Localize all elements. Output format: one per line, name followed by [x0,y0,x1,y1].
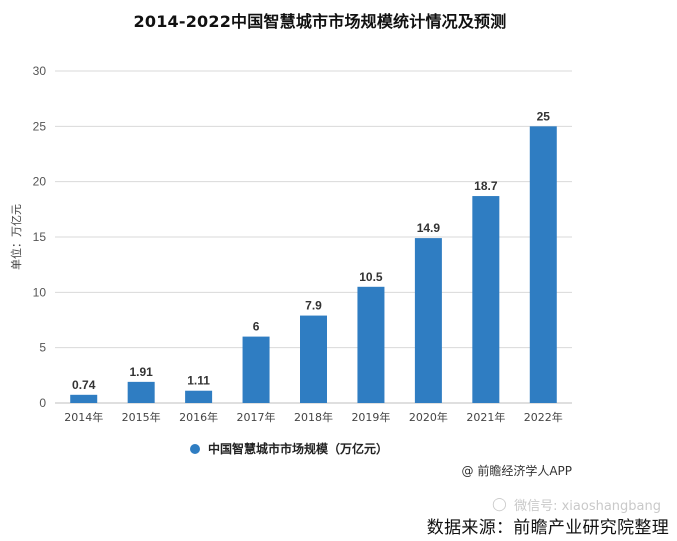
bar [529,126,557,403]
x-axis-ticks: 2014年 2015年 2016年 2017年 2018年 2019年 2020年 2021年… [64,410,563,424]
x-tick-label: 2019年 [351,410,390,424]
bar [357,286,385,403]
bar-value-label: 1.11 [187,374,210,388]
legend-label: 中国智慧城市市场规模（万亿元） [208,442,389,456]
bar [414,238,442,403]
bar-value-label: 18.7 [474,179,498,193]
bar-value-label: 25 [537,109,551,123]
bars [70,126,557,403]
x-tick-label: 2015年 [122,410,161,424]
wechat-id: 微信号: xiaoshangbang [514,499,661,514]
wechat-watermark: ◯ 微信号: xiaoshangbang [492,495,661,514]
y-axis-ticks: 0 5 10 15 20 25 30 [33,64,47,410]
x-tick-label: 2017年 [237,410,276,424]
y-tick-label: 20 [33,175,47,189]
x-tick-label: 2022年 [524,410,563,424]
x-tick-label: 2021年 [466,410,505,424]
bar [70,394,98,403]
bar-value-label: 7.9 [305,299,322,313]
chart-title: 2014-2022中国智慧城市市场规模统计情况及预测 [133,12,507,31]
bar [127,381,155,403]
x-tick-label: 2016年 [179,410,218,424]
bar-value-label: 14.9 [417,221,441,235]
legend-marker [190,443,200,454]
bar [242,336,270,403]
y-tick-label: 10 [33,285,47,299]
y-tick-label: 30 [33,64,47,78]
x-tick-label: 2018年 [294,410,333,424]
x-tick-label: 2020年 [409,410,448,424]
attribution: @ 前瞻经济学人APP [461,464,573,478]
y-tick-label: 5 [39,341,46,355]
legend: 中国智慧城市市场规模（万亿元） [190,440,388,457]
bar [472,196,500,403]
bar-value-label: 0.74 [72,378,96,392]
y-tick-label: 15 [33,230,47,244]
y-axis-label: 单位：万亿元 [9,204,23,270]
y-tick-label: 0 [39,396,46,410]
bar-value-label: 10.5 [359,270,383,284]
y-tick-label: 25 [33,119,47,133]
value-labels: 0.74 1.91 1.11 6 7.9 10.5 14.9 18.7 25 [72,109,550,391]
bar-value-label: 1.91 [129,365,153,379]
data-source: 数据来源：前瞻产业研究院整理 [426,518,669,538]
wechat-icon: ◯ [492,496,507,512]
x-tick-label: 2014年 [64,410,103,424]
bar [185,390,213,403]
bar-value-label: 6 [253,320,260,334]
bar [300,315,327,403]
